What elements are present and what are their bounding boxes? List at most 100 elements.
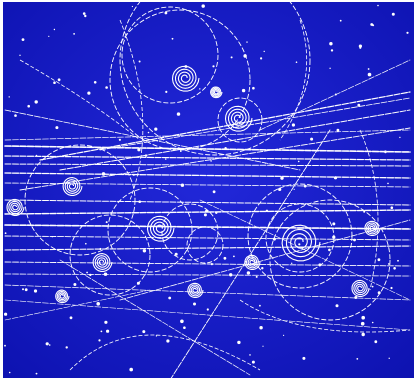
particle-track: [59, 109, 411, 171]
bubble-dot: [335, 304, 339, 308]
spiral-track: [244, 254, 261, 271]
bubble-dot: [263, 50, 265, 53]
bubble-dot: [85, 242, 87, 245]
bubble-dot: [206, 308, 209, 311]
bubble-dot: [303, 184, 307, 188]
curved-track: [69, 334, 261, 371]
bubble-dot: [215, 211, 218, 214]
bubble-dot: [371, 285, 374, 288]
bubble-dot: [180, 150, 182, 152]
bubble-dot: [297, 160, 300, 163]
bubble-dot: [73, 283, 77, 286]
bubble-dot: [24, 288, 28, 292]
bubble-dot: [249, 354, 251, 356]
bubble-dot: [390, 286, 393, 290]
bubble-dot: [334, 93, 337, 96]
bubble-dot: [264, 162, 266, 164]
bubble-dot: [103, 272, 108, 276]
spiral-track: [281, 224, 321, 262]
bubble-dot: [129, 367, 133, 372]
bubble-dot: [387, 263, 390, 265]
bubble-dot: [55, 126, 59, 130]
bubble-dot: [333, 176, 338, 180]
bubble-dot: [183, 326, 186, 330]
bubble-dot: [387, 182, 389, 185]
bubble-dot: [255, 275, 258, 278]
bubble-dot: [48, 344, 51, 346]
bubble-dot: [48, 35, 50, 38]
particle-track: [4, 155, 411, 161]
bubble-dot: [100, 330, 103, 333]
bubble-dot: [184, 65, 188, 68]
bubble-dot: [93, 81, 97, 84]
bubble-dot: [295, 61, 298, 63]
bubble-dot: [243, 54, 247, 58]
bubble-dot: [391, 12, 395, 16]
bubble-dot: [138, 60, 141, 63]
bubble-dot: [336, 128, 340, 132]
bubble-dot: [136, 281, 140, 285]
particle-track: [4, 235, 411, 241]
spiral-track: [55, 289, 70, 304]
bubble-dot: [51, 236, 53, 238]
spiral-track: [146, 215, 175, 242]
bubble-dot: [144, 154, 148, 157]
bubble-dot: [168, 296, 172, 300]
bubble-dot: [329, 42, 333, 46]
bubble-dot: [99, 247, 102, 251]
bubble-dot: [4, 344, 6, 347]
bubble-dot: [223, 256, 227, 260]
bubble-dot: [363, 210, 366, 213]
bubble-dot: [35, 154, 38, 157]
spiral-track: [62, 177, 83, 196]
bubble-dot: [377, 258, 381, 262]
particle-track: [4, 172, 411, 179]
bubble-dot: [96, 302, 100, 306]
bubble-dot: [132, 173, 135, 176]
particle-track: [4, 299, 411, 331]
particle-track: [4, 163, 411, 167]
spiral-track: [92, 253, 113, 272]
bubble-dot: [259, 326, 263, 330]
bubble-dot: [233, 255, 235, 258]
bubble-dot: [89, 273, 92, 277]
spiral-track: [351, 279, 370, 297]
bubble-dot: [339, 19, 342, 22]
curved-track: [279, 19, 308, 141]
bubble-dot: [377, 4, 379, 7]
bubble-dot: [374, 340, 378, 344]
bubble-dot: [329, 67, 331, 70]
bubble-dot: [283, 334, 285, 336]
curved-track: [19, 59, 141, 141]
bubble-dot: [246, 41, 248, 43]
bubble-dot: [252, 86, 255, 90]
bubble-dot: [165, 158, 167, 160]
bubble-dot: [199, 88, 201, 90]
bubble-dot: [147, 131, 150, 134]
bubble-dot: [332, 222, 336, 226]
bubble-dot: [259, 304, 261, 307]
particle-track: [4, 145, 411, 153]
bubble-dot: [384, 150, 387, 154]
bubble-dot: [367, 68, 370, 70]
bubble-dot: [57, 78, 61, 82]
curved-particle-tracks: [19, 0, 411, 371]
bubble-dot: [131, 5, 133, 8]
straight-particle-tracks: [4, 59, 411, 381]
bubble-dot: [370, 23, 374, 26]
bubble-dot: [359, 46, 362, 49]
bubble-dot: [73, 33, 75, 35]
bubble-dot: [298, 243, 301, 246]
bubble-dot: [165, 90, 168, 93]
bubble-dot: [371, 321, 374, 324]
bubble-dot: [354, 296, 358, 299]
bubble-dot: [388, 357, 390, 359]
spiral-particle-tracks: [6, 65, 381, 304]
curved-track: [69, 214, 151, 296]
bubble-dot: [291, 262, 293, 264]
bubble-dots: [4, 4, 409, 375]
particle-track: [4, 199, 411, 206]
bubble-dot: [291, 123, 295, 127]
bubble-dot: [262, 345, 264, 347]
